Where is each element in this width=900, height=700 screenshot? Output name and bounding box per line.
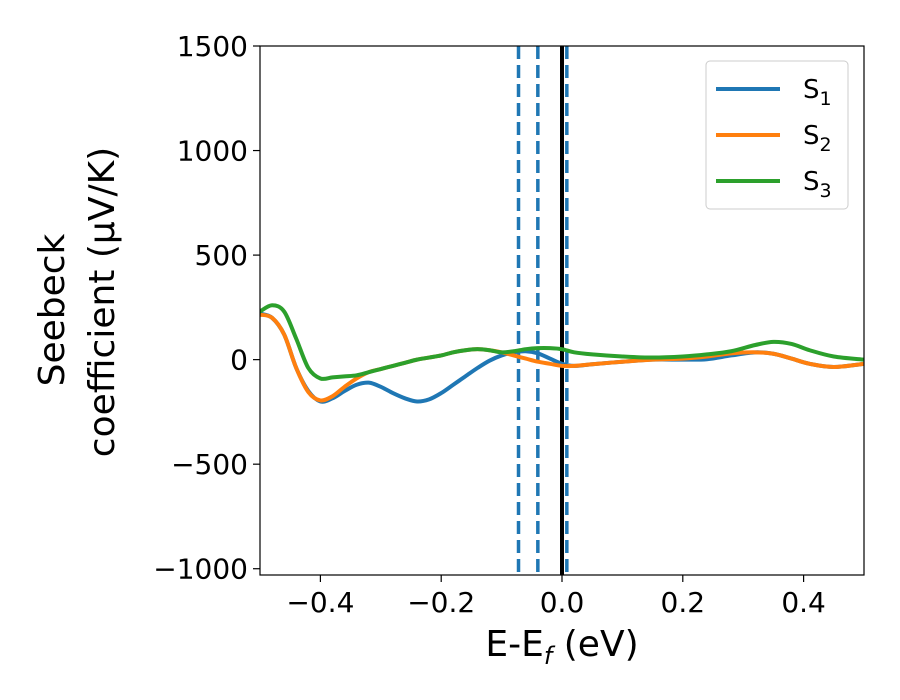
- x-axis: −0.4 −0.2 0.0 0.2 0.4: [286, 575, 826, 619]
- series-line-s1: [260, 311, 864, 404]
- y-axis-title: Seebeck coefficient (μV/K): [32, 147, 123, 457]
- x-axis-title: E-Ef (eV): [485, 624, 638, 670]
- y-axis: −1000 −500 0 500 1000 1500: [153, 30, 260, 586]
- y-tick-label: 500: [195, 239, 248, 272]
- legend-label-s1: S1: [803, 75, 832, 110]
- y-tick-label: −500: [171, 448, 248, 481]
- y-tick-label: 1000: [177, 135, 248, 168]
- reference-lines: [516, 46, 569, 575]
- x-tick-label: 0.2: [661, 586, 706, 619]
- x-tick-label: 0.4: [781, 586, 826, 619]
- y-tick-label: 1500: [177, 30, 248, 63]
- y-axis-title-line2: coefficient (μV/K): [82, 147, 123, 457]
- series-lines: [260, 303, 864, 404]
- y-tick-label: 0: [230, 344, 248, 377]
- y-tick-label: −1000: [153, 553, 248, 586]
- x-tick-label: 0.0: [540, 586, 585, 619]
- legend-label-s3: S3: [803, 167, 832, 202]
- y-axis-title-line1: Seebeck: [32, 233, 73, 386]
- x-tick-label: −0.4: [286, 586, 354, 619]
- x-tick-label: −0.2: [407, 586, 475, 619]
- series-line-s3: [260, 303, 864, 381]
- legend: S1 S2 S3: [705, 60, 849, 210]
- legend-label-s2: S2: [803, 121, 832, 156]
